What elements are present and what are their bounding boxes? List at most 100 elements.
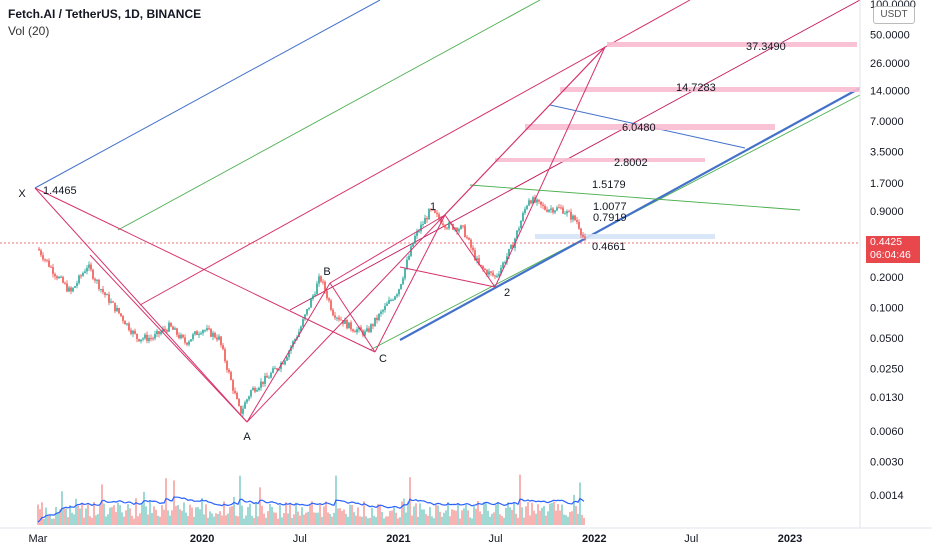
volume-bar xyxy=(453,510,455,525)
time-axis[interactable]: Mar 2020 Jul 2021 Jul 2022 Jul 2023 xyxy=(0,527,932,545)
candle-body xyxy=(214,332,216,338)
volume-bar xyxy=(281,517,283,525)
candle-body xyxy=(476,258,478,261)
volume-bar xyxy=(547,511,549,525)
volume-bar xyxy=(59,509,61,525)
volume-bar xyxy=(277,518,279,525)
candle-body xyxy=(500,267,502,274)
volume-bar xyxy=(517,517,519,525)
y-tick-label: 0.0030 xyxy=(870,457,904,469)
volume-bar xyxy=(315,512,317,525)
candle-body xyxy=(510,244,512,249)
candle-body xyxy=(300,326,302,332)
level-label: 6.0480 xyxy=(622,122,656,134)
candle-body xyxy=(578,222,580,229)
candle-body xyxy=(80,275,82,277)
y-tick-label: 0.0500 xyxy=(870,333,904,345)
candle-body xyxy=(572,215,574,220)
candle-body xyxy=(440,218,442,224)
wave-label: B xyxy=(323,266,330,278)
candle-body xyxy=(52,267,54,275)
candle-body xyxy=(424,218,426,224)
candle-body xyxy=(306,309,308,315)
candle-body xyxy=(556,207,558,211)
candle-body xyxy=(238,399,240,406)
volume-bar xyxy=(251,515,253,525)
volume-bar xyxy=(523,517,525,525)
y-tick-label: 26.0000 xyxy=(870,58,910,70)
candle-body xyxy=(312,295,314,299)
candle-body xyxy=(118,307,120,314)
y-tick-label: 14.0000 xyxy=(870,85,910,97)
volume-bar xyxy=(581,514,583,525)
y-tick-label: 100.0000 xyxy=(870,0,916,11)
candle-body xyxy=(432,209,434,211)
volume-bar xyxy=(207,517,209,525)
symbol-title[interactable]: Fetch.AI / TetherUS, 1D, BINANCE xyxy=(8,7,202,21)
volume-bar xyxy=(209,511,211,525)
volume-bar xyxy=(515,513,517,525)
candle-body xyxy=(244,402,246,409)
volume-bar xyxy=(391,510,393,525)
level-label: 14.7283 xyxy=(676,82,716,94)
x-tick-label: 2022 xyxy=(582,533,606,545)
volume-bar xyxy=(459,518,461,525)
y-tick-label: 0.0130 xyxy=(870,392,904,404)
volume-bar xyxy=(57,512,59,525)
volume-bar xyxy=(539,510,541,525)
volume-bar xyxy=(423,509,425,525)
fan-line xyxy=(289,0,861,311)
candle-body xyxy=(526,205,528,209)
volume-bar xyxy=(573,494,575,525)
candle-body xyxy=(490,271,492,273)
candle-body xyxy=(106,294,108,296)
volume-bar xyxy=(151,513,153,525)
volume-bar xyxy=(297,511,299,525)
volume-bar xyxy=(117,502,119,525)
candle-body xyxy=(382,310,384,312)
volume-bar xyxy=(503,517,505,525)
volume-bar xyxy=(311,501,313,525)
current-price-value: 0.4425 xyxy=(870,236,903,248)
volume-bar xyxy=(345,513,347,525)
volume-bar xyxy=(511,509,513,525)
candle-body xyxy=(186,342,188,345)
candle-body xyxy=(544,205,546,210)
price-axis[interactable]: 100.0000 50.0000 26.0000 14.0000 7.0000 3.500… xyxy=(859,0,916,528)
candle-body xyxy=(564,213,566,215)
candle-body xyxy=(410,246,412,257)
volume-bar xyxy=(101,484,103,525)
wave-label: 2 xyxy=(504,287,510,299)
volume-bar xyxy=(325,501,327,525)
candle-body xyxy=(496,275,498,277)
currency-button[interactable]: USDT xyxy=(873,6,915,24)
candle-body xyxy=(232,380,234,391)
volume-bar xyxy=(309,504,311,525)
volume-bar xyxy=(37,504,39,525)
volume-bar xyxy=(213,516,215,525)
candle-body xyxy=(326,290,328,299)
volume-bar xyxy=(409,477,411,525)
volume-bar xyxy=(141,503,143,525)
candle-body xyxy=(276,368,278,370)
volume-bar xyxy=(383,518,385,525)
volume-bar xyxy=(389,510,391,525)
candle-body xyxy=(108,294,110,303)
x-tick-label: Jul xyxy=(488,533,502,545)
candle-body xyxy=(486,270,488,275)
candle-body xyxy=(38,248,40,251)
volume-bar xyxy=(349,504,351,525)
volume-bar xyxy=(401,501,403,525)
volume-bar xyxy=(543,505,545,525)
candle-body xyxy=(334,315,336,318)
volume-bar xyxy=(109,507,111,525)
candle-body xyxy=(62,276,64,283)
x-tick-label: 2021 xyxy=(386,533,410,545)
candle-body xyxy=(302,319,304,327)
candle-body xyxy=(406,259,408,269)
candle-body xyxy=(58,276,60,279)
volume-bar xyxy=(457,504,459,525)
candle-body xyxy=(288,350,290,358)
volume-legend[interactable]: Vol (20) xyxy=(8,24,50,38)
